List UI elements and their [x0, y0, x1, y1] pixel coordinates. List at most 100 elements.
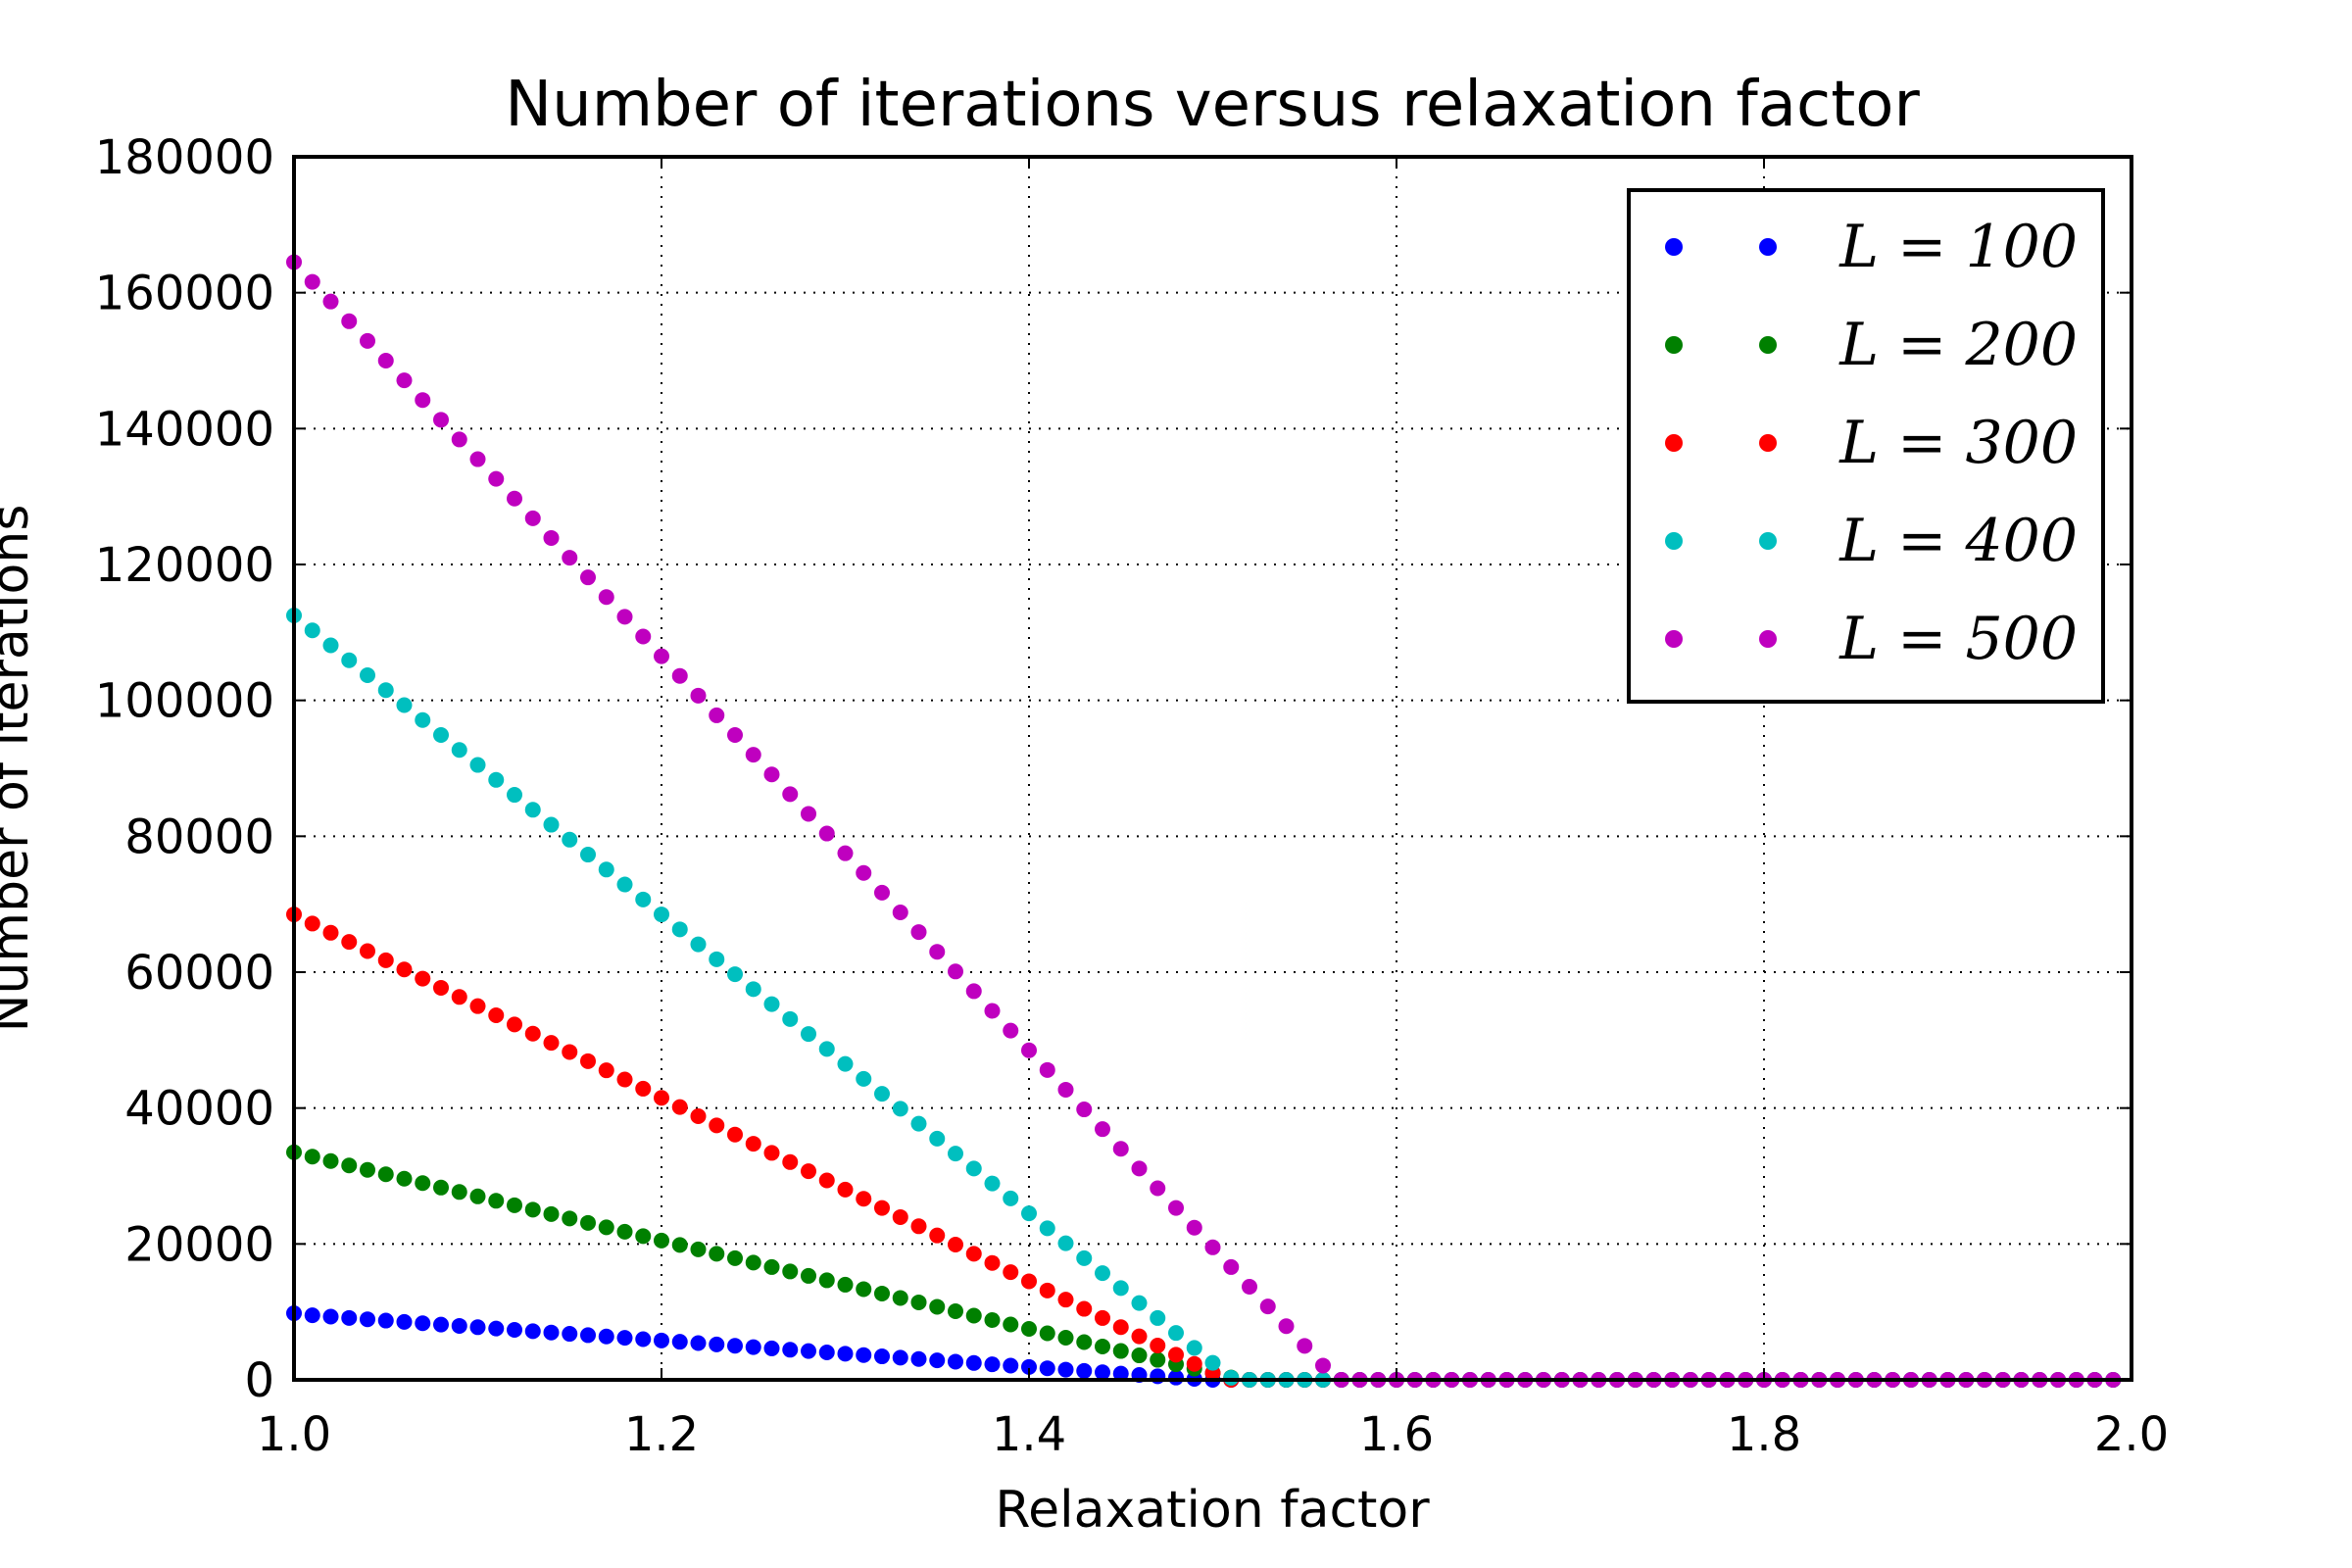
- data-point: [1003, 1022, 1019, 1039]
- data-point: [507, 1016, 522, 1033]
- data-point: [709, 1246, 725, 1262]
- data-point: [598, 589, 614, 606]
- data-point: [580, 847, 596, 863]
- data-point: [782, 1342, 799, 1358]
- data-point: [304, 1149, 320, 1165]
- data-point: [360, 1311, 375, 1328]
- data-point: [415, 1175, 431, 1192]
- data-point: [1076, 1102, 1093, 1118]
- data-point: [451, 989, 467, 1005]
- data-point: [1021, 1042, 1037, 1058]
- data-point: [965, 1160, 982, 1177]
- data-point: [396, 1170, 413, 1187]
- x-tick-label: 1.2: [624, 1407, 699, 1462]
- data-point: [562, 831, 578, 848]
- y-tick-label: 120000: [95, 538, 274, 593]
- data-point: [415, 970, 431, 987]
- data-point: [745, 747, 761, 763]
- x-axis-label: Relaxation factor: [995, 1481, 1430, 1540]
- data-point: [837, 1055, 854, 1072]
- data-point: [1003, 1357, 1019, 1374]
- data-point: [415, 392, 431, 409]
- data-point: [984, 1254, 1001, 1271]
- data-point: [892, 1208, 908, 1225]
- data-point: [1150, 1180, 1166, 1197]
- data-point: [801, 1163, 816, 1180]
- data-point: [1076, 1250, 1093, 1266]
- y-tick-label: 60000: [124, 946, 274, 1001]
- data-point: [488, 771, 505, 788]
- data-point: [507, 787, 522, 804]
- data-point: [1021, 1205, 1037, 1222]
- data-point: [598, 1328, 614, 1345]
- data-point: [892, 1101, 908, 1117]
- data-point: [948, 963, 963, 980]
- data-point: [892, 1290, 908, 1306]
- data-point: [1095, 1364, 1110, 1381]
- data-point: [635, 1080, 652, 1097]
- data-point: [415, 711, 431, 728]
- data-point: [616, 1223, 633, 1240]
- data-point: [892, 1349, 908, 1366]
- data-point: [469, 757, 486, 773]
- data-point: [1057, 1235, 1074, 1251]
- data-point: [984, 1003, 1001, 1019]
- data-point: [1223, 1258, 1240, 1275]
- x-tick-label: 1.0: [257, 1407, 331, 1462]
- data-point: [1039, 1061, 1055, 1078]
- data-point: [341, 652, 358, 668]
- data-point: [727, 1250, 743, 1266]
- data-point: [580, 1214, 596, 1231]
- data-point: [322, 293, 339, 310]
- data-point: [1315, 1357, 1331, 1374]
- data-point: [1131, 1348, 1148, 1364]
- legend-label: L = 400: [1838, 507, 2078, 575]
- legend-marker: [1759, 532, 1777, 550]
- data-point: [562, 550, 578, 566]
- y-axis-label: Number of iterations: [0, 505, 40, 1033]
- data-point: [1095, 1309, 1110, 1326]
- data-point: [304, 1307, 320, 1324]
- data-point: [322, 637, 339, 654]
- data-point: [543, 816, 560, 833]
- data-point: [984, 1356, 1001, 1373]
- x-tick-label: 2.0: [2094, 1407, 2169, 1462]
- data-point: [1039, 1360, 1055, 1377]
- data-point: [984, 1311, 1001, 1328]
- data-point: [690, 1335, 707, 1351]
- data-point: [1242, 1279, 1257, 1296]
- data-point: [543, 1035, 560, 1052]
- data-point: [745, 1339, 761, 1355]
- data-point: [1168, 1325, 1184, 1342]
- data-point: [469, 1188, 486, 1204]
- data-point: [654, 906, 669, 923]
- data-point: [1003, 1316, 1019, 1333]
- data-point: [322, 924, 339, 941]
- data-point: [1021, 1273, 1037, 1290]
- data-point: [360, 1161, 375, 1178]
- data-point: [562, 1210, 578, 1227]
- data-point: [433, 1179, 449, 1196]
- data-point: [524, 510, 541, 526]
- y-tick-label: 140000: [95, 402, 274, 457]
- x-tick-label: 1.6: [1359, 1407, 1434, 1462]
- data-point: [488, 470, 505, 487]
- data-point: [1204, 1354, 1221, 1371]
- data-point: [1039, 1282, 1055, 1298]
- data-point: [507, 1197, 522, 1213]
- data-point: [892, 904, 908, 920]
- data-point: [763, 1340, 780, 1356]
- data-point: [690, 687, 707, 704]
- data-point: [763, 1258, 780, 1275]
- data-point: [1112, 1280, 1129, 1297]
- data-point: [929, 1130, 946, 1147]
- data-point: [1095, 1339, 1110, 1355]
- data-point: [965, 1307, 982, 1324]
- data-point: [562, 1044, 578, 1060]
- data-point: [1057, 1292, 1074, 1308]
- data-point: [929, 1298, 946, 1315]
- data-point: [818, 1272, 835, 1289]
- data-point: [433, 1316, 449, 1333]
